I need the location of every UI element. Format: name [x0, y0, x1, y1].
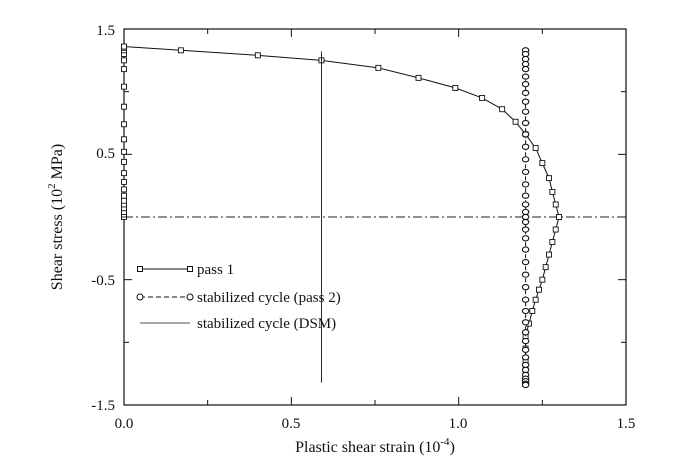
data-point-circle	[521, 284, 530, 291]
x-tick-label: 1.0	[449, 416, 468, 432]
data-point-square	[121, 192, 127, 199]
data-point-square	[512, 118, 519, 125]
data-point-circle	[521, 119, 530, 127]
data-point-circle	[521, 361, 530, 369]
data-point-square	[254, 52, 261, 59]
data-point-circle	[521, 168, 530, 176]
x-tick-labels: 0.0 0.5 1.0 1.5	[115, 416, 636, 432]
data-point-square	[532, 145, 539, 152]
data-point-circle	[521, 131, 530, 138]
data-point-square	[121, 57, 127, 64]
data-point-square	[121, 66, 127, 73]
x-tick-label: 0.5	[282, 416, 301, 432]
data-point-circle	[521, 346, 530, 354]
data-point-circle	[521, 98, 530, 105]
data-point-circle	[521, 181, 530, 188]
legend-marker-pass1	[187, 266, 193, 272]
data-point-square	[529, 308, 536, 314]
data-point-square	[121, 148, 127, 155]
data-point-circle	[521, 246, 530, 253]
data-point-circle	[521, 192, 530, 199]
series-1	[521, 47, 530, 389]
data-point-square	[539, 276, 546, 283]
data-point-square	[121, 83, 127, 90]
data-point-square	[375, 64, 382, 71]
y-tick-label: -0.5	[91, 273, 115, 289]
data-point-square	[121, 43, 127, 50]
data-point-square	[556, 214, 563, 220]
data-point-circle	[521, 271, 530, 278]
data-point-square	[415, 74, 422, 81]
legend-marker-pass2	[136, 293, 144, 301]
data-point-circle	[521, 50, 530, 58]
data-point-square	[552, 201, 559, 208]
data-point-square	[121, 103, 127, 110]
legend-label-dsm: stabilized cycle (DSM)	[197, 316, 336, 332]
data-point-circle	[521, 143, 530, 150]
data-point-circle	[521, 296, 530, 303]
legend-marker-pass2	[186, 293, 194, 301]
data-point-circle	[521, 60, 530, 68]
x-tick-label: 0.0	[115, 416, 134, 432]
series-line	[123, 46, 560, 384]
y-tick-label: 1.5	[96, 23, 115, 39]
data-point-square	[532, 296, 539, 303]
data-point-square	[542, 264, 549, 271]
data-point-circle	[521, 201, 530, 208]
data-point-square	[121, 158, 127, 165]
legend-label-pass1: pass 1	[197, 262, 234, 278]
series-0	[121, 43, 563, 387]
data-point-circle	[521, 55, 530, 63]
data-point-circle	[521, 307, 530, 315]
data-point-circle	[521, 235, 530, 242]
data-point-circle	[521, 65, 530, 73]
y-tick-labels: 1.5 0.5 -0.5 -1.5	[91, 23, 115, 414]
data-point-square	[499, 106, 506, 113]
data-point-circle	[521, 89, 530, 97]
data-point-square	[479, 94, 486, 101]
data-point-square	[177, 47, 184, 54]
data-point-circle	[521, 337, 530, 345]
x-axis-label: Plastic shear strain (10-4)	[295, 436, 455, 456]
data-point-square	[539, 160, 546, 167]
y-axis-label: Shear stress (102 MPa)	[46, 144, 66, 290]
data-point-circle	[521, 366, 530, 374]
data-point-circle	[521, 319, 530, 326]
y-tick-label: -1.5	[91, 398, 115, 414]
data-point-square	[121, 197, 127, 204]
data-point-square	[121, 121, 127, 128]
data-point-square	[121, 170, 127, 177]
data-point-square	[549, 188, 556, 195]
data-point-square	[121, 186, 127, 193]
series-layer	[121, 43, 563, 389]
x-tick-label: 1.5	[617, 416, 636, 432]
y-tick-label: 0.5	[96, 146, 115, 162]
data-point-circle	[521, 218, 530, 226]
data-point-square	[452, 84, 459, 91]
data-point-square	[121, 178, 127, 185]
data-point-circle	[521, 226, 530, 233]
data-point-square	[552, 226, 559, 233]
data-point-square	[546, 175, 552, 182]
data-point-circle	[521, 258, 530, 266]
data-point-circle	[521, 329, 530, 336]
data-point-circle	[521, 108, 530, 115]
data-point-circle	[521, 80, 530, 88]
legend: pass 1 stabilized cycle (pass 2) stabili…	[136, 262, 341, 332]
data-point-square	[536, 286, 542, 293]
data-point-square	[546, 251, 552, 258]
data-point-square	[121, 136, 127, 143]
data-point-circle	[521, 213, 530, 221]
data-point-circle	[521, 381, 530, 389]
legend-label-pass2: stabilized cycle (pass 2)	[197, 290, 341, 306]
legend-marker-pass1	[137, 266, 143, 272]
data-point-circle	[521, 73, 530, 80]
data-point-circle	[521, 208, 530, 216]
data-point-square	[549, 239, 556, 246]
axis-ticks	[123, 28, 627, 406]
data-point-circle	[521, 156, 530, 163]
data-point-circle	[521, 354, 530, 361]
